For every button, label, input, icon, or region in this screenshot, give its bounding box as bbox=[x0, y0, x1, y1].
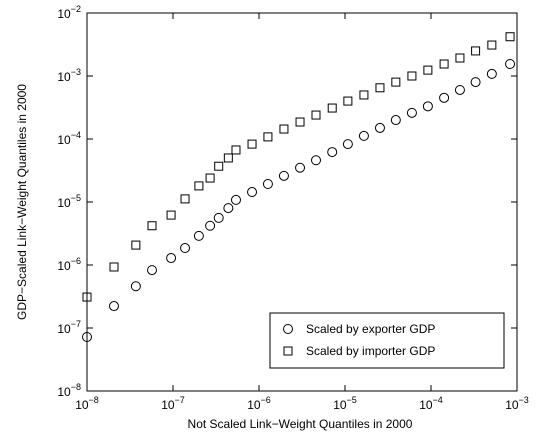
marker-circle bbox=[230, 194, 241, 205]
marker-circle bbox=[505, 59, 516, 70]
marker-square bbox=[327, 103, 337, 113]
y-tick-label: 10−5 bbox=[57, 193, 81, 210]
marker-square bbox=[359, 90, 369, 100]
y-tick-label: 10−3 bbox=[57, 67, 81, 84]
y-tick-label: 10−2 bbox=[57, 4, 81, 21]
y-axis-label: GDP−Scaled Link−Weight Quantiles in 2000 bbox=[15, 84, 29, 320]
x-tick-label: 10−5 bbox=[333, 395, 357, 412]
marker-circle bbox=[108, 301, 119, 312]
marker-square bbox=[231, 145, 241, 155]
marker-circle bbox=[262, 179, 273, 190]
marker-square bbox=[455, 53, 465, 63]
marker-circle bbox=[327, 147, 338, 158]
marker-square bbox=[295, 117, 305, 127]
x-tick-label: 10−7 bbox=[161, 395, 185, 412]
y-tick-label: 10−6 bbox=[57, 256, 81, 273]
marker-square bbox=[247, 139, 257, 149]
marker-circle bbox=[180, 243, 191, 254]
marker-circle bbox=[310, 155, 321, 166]
marker-circle bbox=[223, 203, 234, 214]
marker-circle bbox=[342, 139, 353, 150]
legend-marker bbox=[283, 324, 293, 334]
marker-square bbox=[505, 32, 515, 42]
marker-square bbox=[279, 124, 289, 134]
marker-square bbox=[423, 65, 433, 75]
x-axis-label: Not Scaled Link−Weight Quantiles in 2000 bbox=[188, 417, 413, 431]
marker-square bbox=[391, 77, 401, 87]
x-tick-label: 10−3 bbox=[505, 395, 529, 412]
marker-circle bbox=[193, 230, 204, 241]
marker-circle bbox=[82, 331, 92, 342]
x-tick-label: 10−8 bbox=[75, 395, 99, 412]
marker-circle bbox=[166, 253, 177, 264]
marker-circle bbox=[454, 84, 465, 95]
marker-square bbox=[109, 262, 119, 272]
marker-square bbox=[205, 173, 215, 183]
marker-square bbox=[263, 132, 273, 142]
marker-circle bbox=[374, 122, 385, 133]
marker-circle bbox=[406, 107, 417, 118]
marker-circle bbox=[205, 220, 216, 231]
marker-square bbox=[487, 40, 497, 50]
marker-square bbox=[180, 194, 190, 204]
marker-square bbox=[214, 161, 224, 171]
legend-box bbox=[269, 312, 505, 369]
marker-square bbox=[407, 71, 417, 81]
marker-circle bbox=[295, 162, 306, 173]
y-tick-label: 10−7 bbox=[57, 319, 81, 336]
x-tick-label: 10−6 bbox=[247, 395, 271, 412]
y-tick-label: 10−4 bbox=[57, 130, 81, 147]
marker-circle bbox=[247, 187, 258, 198]
marker-circle bbox=[358, 130, 369, 141]
legend-label: Scaled by exporter GDP bbox=[306, 322, 435, 336]
marker-circle bbox=[147, 265, 158, 276]
marker-square bbox=[375, 83, 385, 93]
marker-square bbox=[223, 153, 233, 163]
marker-circle bbox=[130, 281, 141, 292]
marker-square bbox=[82, 292, 92, 302]
marker-circle bbox=[439, 92, 450, 103]
marker-square bbox=[147, 221, 157, 231]
y-tick-label: 10−8 bbox=[57, 382, 81, 399]
marker-square bbox=[166, 210, 176, 220]
marker-circle bbox=[390, 115, 401, 126]
marker-square bbox=[471, 46, 481, 56]
marker-square bbox=[311, 110, 321, 120]
legend-label: Scaled by importer GDP bbox=[306, 344, 435, 358]
legend-marker bbox=[283, 346, 293, 356]
marker-circle bbox=[278, 170, 289, 181]
marker-circle bbox=[422, 101, 433, 112]
marker-square bbox=[439, 59, 449, 69]
marker-circle bbox=[486, 68, 497, 79]
marker-circle bbox=[213, 212, 224, 223]
marker-square bbox=[343, 96, 353, 106]
marker-circle bbox=[470, 77, 481, 88]
marker-square bbox=[194, 181, 204, 191]
marker-square bbox=[131, 240, 141, 250]
x-tick-label: 10−4 bbox=[419, 395, 443, 412]
